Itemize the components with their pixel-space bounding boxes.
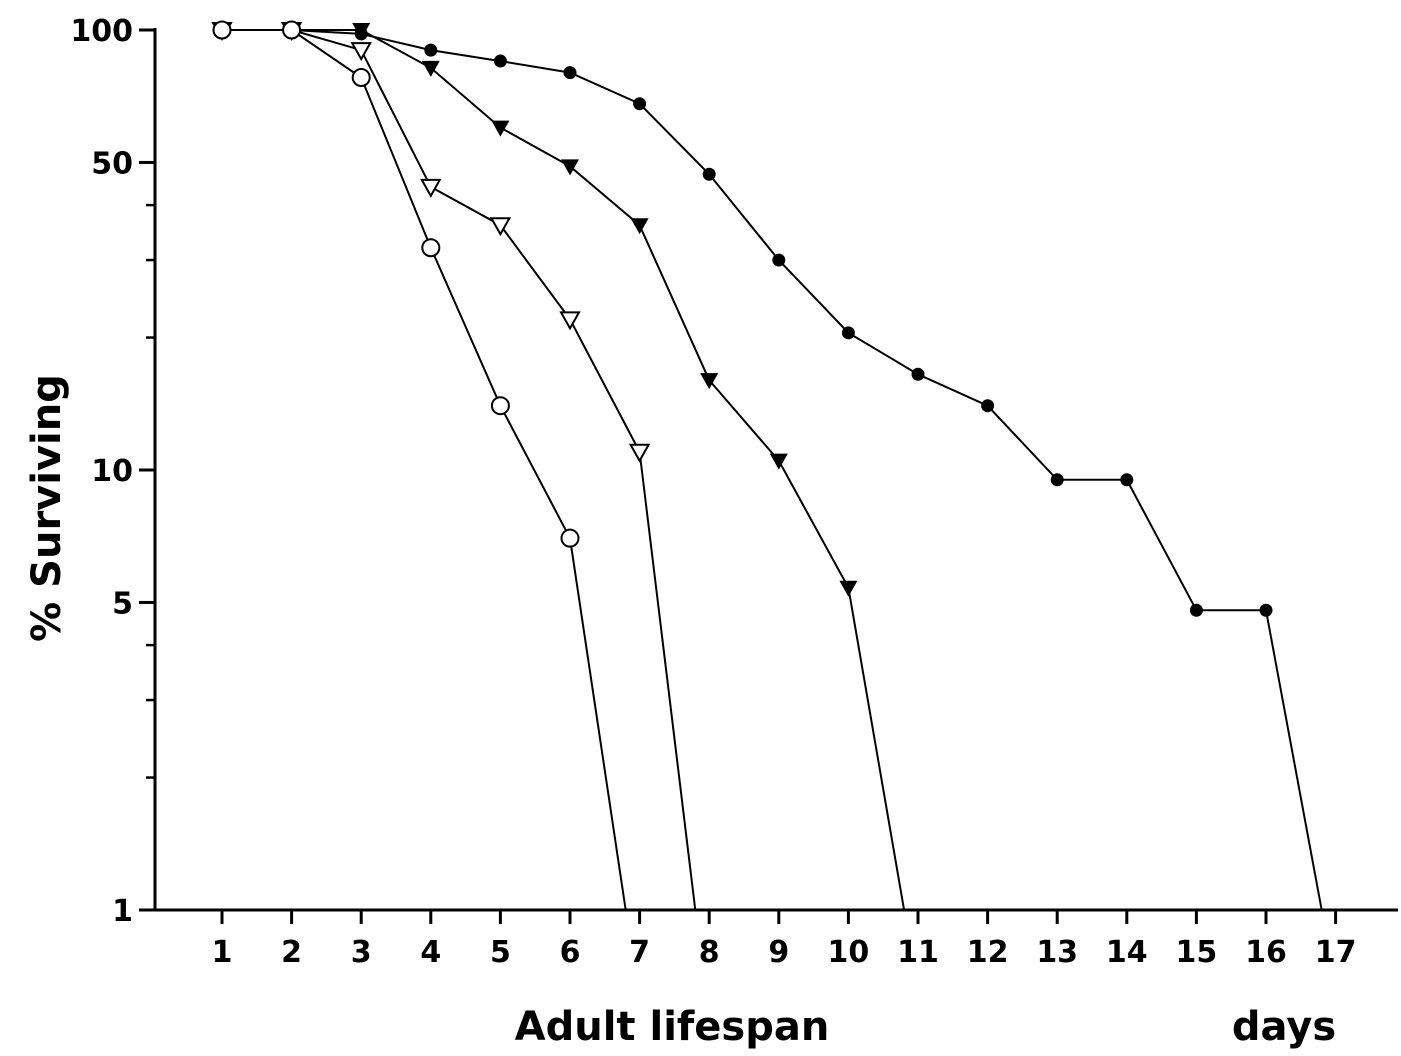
x-tick-label: 12 (967, 935, 1009, 970)
y-tick-label: 10 (91, 454, 133, 489)
y-tick-label: 50 (91, 146, 133, 181)
data-point (491, 120, 510, 137)
series-layer (211, 20, 1323, 911)
y-tick-label: 100 (70, 14, 133, 49)
series-line-3 (222, 29, 697, 911)
x-tick-label: 13 (1036, 935, 1078, 970)
data-point (630, 218, 649, 235)
data-point (841, 326, 855, 340)
data-point (700, 373, 719, 390)
data-point (560, 528, 580, 548)
data-point (839, 580, 858, 597)
x-tick-label: 7 (629, 935, 650, 970)
x-tick-label: 16 (1245, 935, 1287, 970)
x-tick-label: 17 (1315, 935, 1357, 970)
x-tick-label: 2 (281, 935, 302, 970)
x-tick-label: 5 (490, 935, 511, 970)
data-point (493, 54, 507, 68)
data-point (1189, 603, 1203, 617)
data-point (420, 178, 442, 198)
data-point (282, 20, 302, 40)
x-tick-label: 15 (1176, 935, 1218, 970)
data-point (212, 20, 232, 40)
y-tick-label: 5 (112, 586, 133, 621)
data-point (981, 399, 995, 413)
data-point (421, 238, 441, 258)
data-point (628, 443, 651, 463)
x-tick-label: 4 (420, 935, 441, 970)
data-point (563, 66, 577, 80)
x-tick-label: 8 (699, 935, 720, 970)
x-ticks: 1 2 3 4 5 6 7 8 9 10 11 12 13 14 15 16 17 (212, 910, 1357, 970)
data-point (421, 60, 440, 77)
data-point (769, 453, 788, 470)
data-point (561, 159, 579, 176)
data-point (559, 311, 581, 331)
y-axis-title: % Surviving (24, 374, 70, 642)
data-point (702, 167, 716, 181)
data-point (1050, 473, 1064, 487)
y-tick-label: 1 (112, 894, 133, 929)
data-point (1259, 603, 1273, 617)
data-point (350, 42, 372, 62)
data-point (352, 23, 371, 39)
data-point (351, 67, 371, 87)
axes (153, 28, 1398, 912)
y-ticks: 1 5 10 50 100 (70, 14, 155, 929)
data-point (489, 217, 512, 237)
data-point (490, 396, 510, 416)
data-point (772, 253, 786, 267)
x-tick-label: 1 (212, 935, 233, 970)
data-point (424, 43, 438, 57)
x-tick-label: 11 (897, 935, 939, 970)
x-axis-unit: days (1232, 1004, 1336, 1050)
data-point (1120, 473, 1134, 487)
data-point (911, 367, 925, 381)
x-tick-label: 3 (351, 935, 372, 970)
x-tick-label: 10 (828, 935, 870, 970)
x-tick-label: 6 (560, 935, 581, 970)
data-point (633, 97, 647, 111)
x-tick-label: 14 (1106, 935, 1148, 970)
x-axis-title: Adult lifespan (515, 1004, 830, 1050)
x-tick-label: 9 (768, 935, 789, 970)
series-line-1 (222, 29, 1323, 911)
